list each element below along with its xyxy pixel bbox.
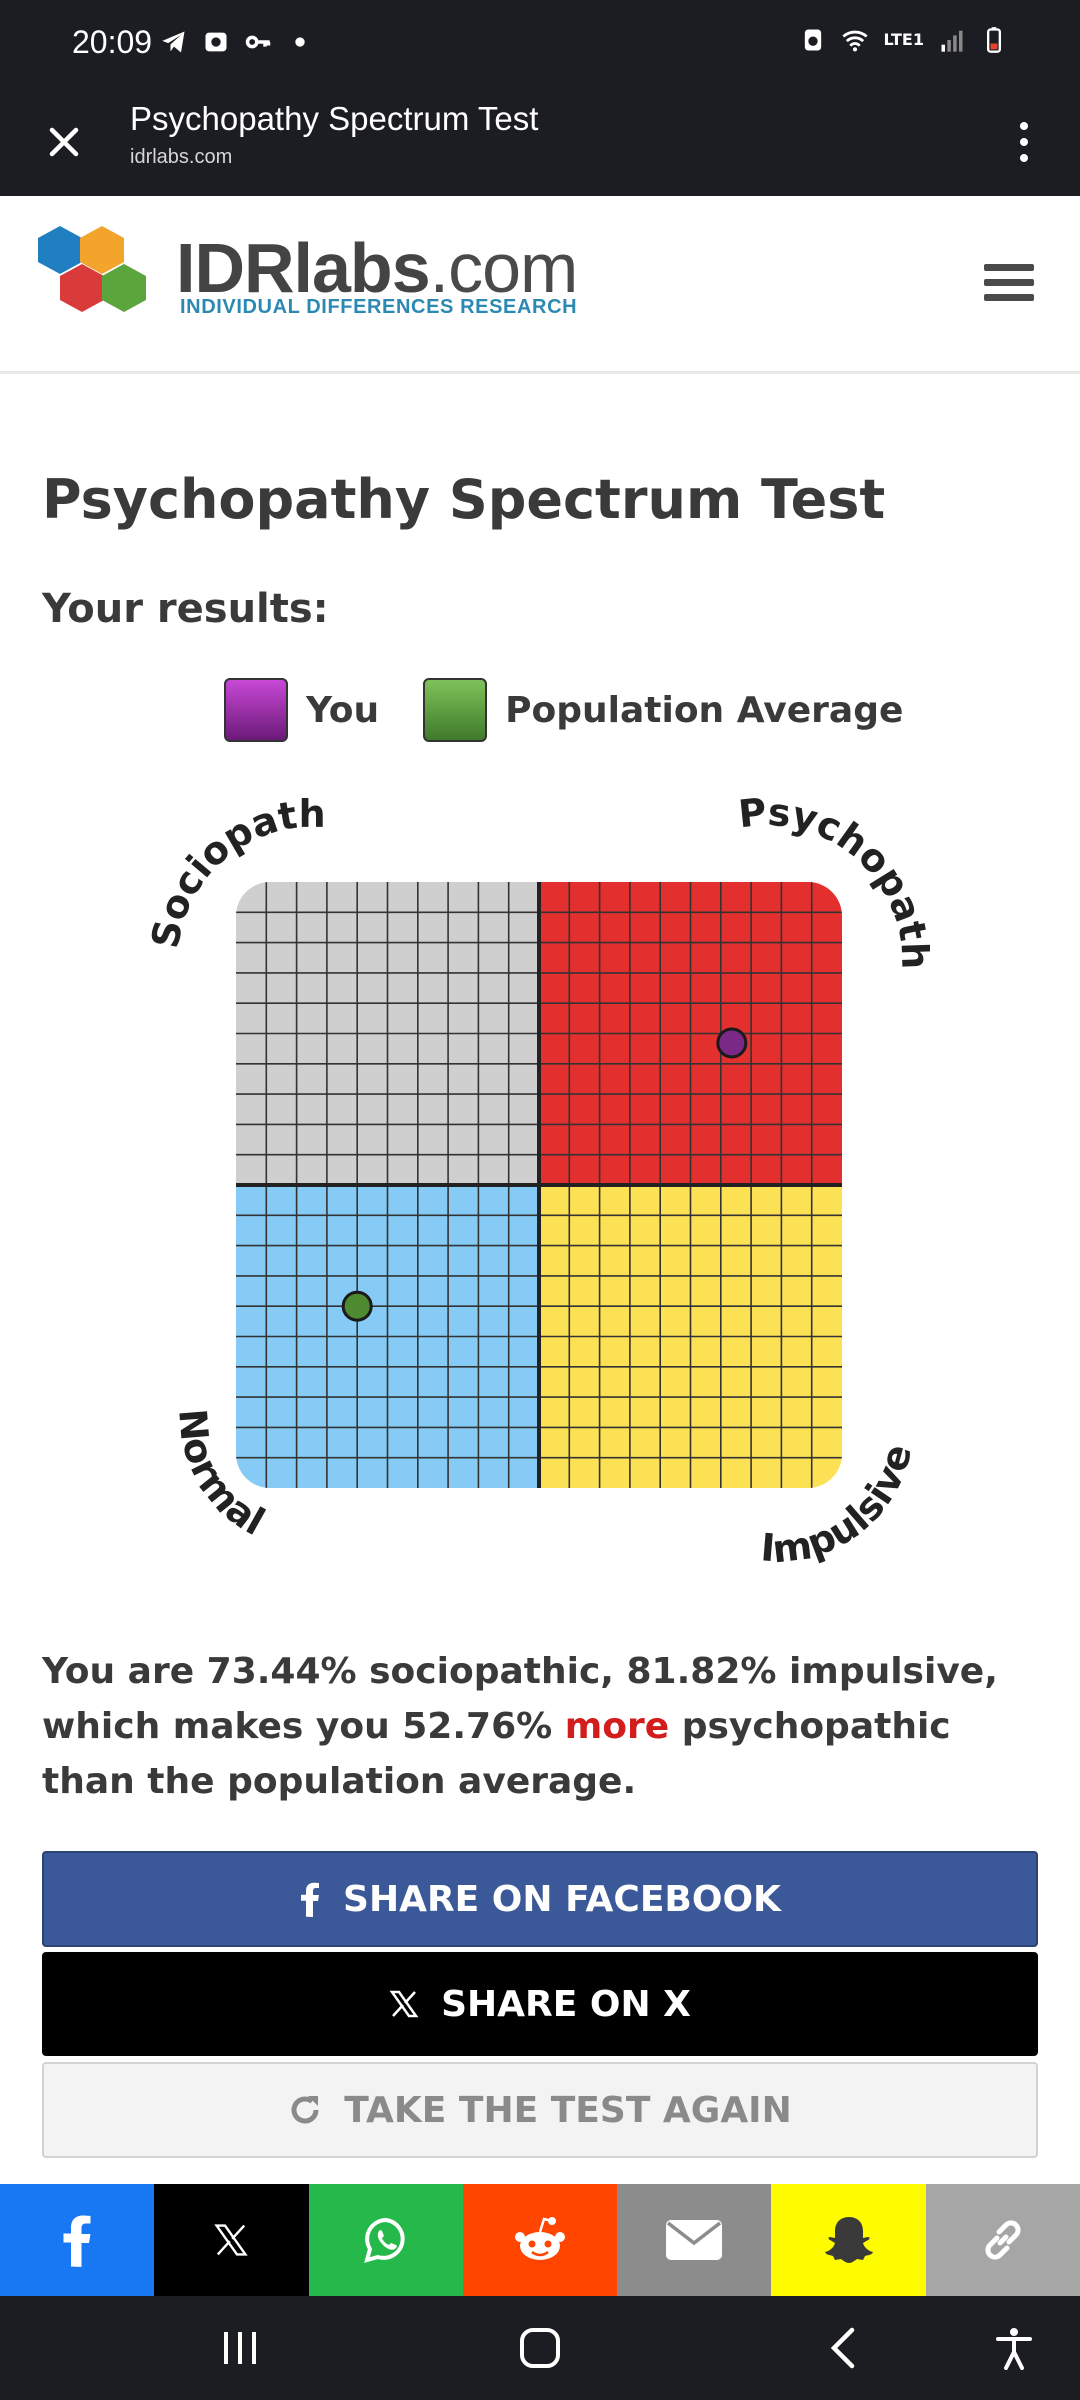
spectrum-chart: Sociopath Psychopath Normal Impulsive — [143, 790, 937, 1580]
link-icon — [985, 2220, 1021, 2260]
share-x-label: SHARE ON X — [441, 1983, 691, 2025]
dot-icon — [295, 37, 305, 47]
chart-legend: You Population Average — [224, 678, 903, 742]
telegram-icon — [162, 31, 185, 53]
spectrum-chart-svg: Sociopath Psychopath Normal Impulsive — [143, 790, 937, 1572]
more-options-icon[interactable] — [1014, 118, 1034, 166]
reddit-icon — [514, 2217, 565, 2260]
home-icon[interactable] — [516, 2326, 564, 2370]
site-tagline: INDIVIDUAL DIFFERENCES RESEARCH — [180, 296, 578, 318]
brand-domain: .com — [429, 229, 579, 307]
accessibility-icon[interactable] — [990, 2326, 1038, 2370]
share-facebook-label: SHARE ON FACEBOOK — [343, 1878, 781, 1920]
site-brand[interactable]: IDRlabs.com — [176, 228, 579, 308]
refresh-icon — [291, 2096, 319, 2124]
facebook-icon — [63, 2215, 91, 2267]
sharebar-whatsapp-button[interactable] — [308, 2184, 463, 2296]
share-bar — [0, 2184, 1080, 2296]
chart-points — [341, 1027, 748, 1322]
browser-toolbar: Psychopathy Spectrum Test idrlabs.com — [0, 88, 1080, 196]
legend-population-label: Population Average — [505, 689, 904, 731]
snapchat-icon — [824, 2217, 873, 2263]
sharebar-reddit-button[interactable] — [462, 2184, 618, 2296]
sharebar-x-button[interactable] — [154, 2184, 309, 2296]
sharebar-email-button[interactable] — [617, 2184, 772, 2296]
battery-icon — [987, 27, 1001, 53]
camera-icon — [205, 32, 227, 52]
recent-apps-icon[interactable] — [216, 2326, 264, 2370]
result-summary: You are 73.44% sociopathic, 81.82% impul… — [42, 1644, 1042, 1809]
whatsapp-icon — [363, 2217, 405, 2263]
status-right-icons: LTE1 — [799, 26, 1008, 54]
page-title: Psychopathy Spectrum Test — [42, 468, 886, 531]
wifi-icon — [842, 30, 869, 52]
signal-icon — [941, 30, 963, 52]
network-type: LTE1 — [883, 30, 924, 49]
idrlabs-logo-icon[interactable] — [30, 224, 170, 334]
summary-part2: psychopathic than the population average… — [42, 1706, 951, 1802]
facebook-icon — [301, 1882, 320, 1917]
point-population-average — [341, 1290, 373, 1322]
status-bar: 20:09 LTE1 — [0, 0, 1080, 88]
status-left-icons — [160, 28, 314, 56]
results-label: Your results: — [42, 586, 329, 632]
legend-you-swatch — [224, 678, 288, 742]
email-icon — [666, 2220, 723, 2260]
browser-title: Psychopathy Spectrum Test — [130, 100, 539, 137]
alarm-icon — [805, 29, 822, 51]
key-icon — [245, 35, 271, 49]
summary-part1: You are 73.44% sociopathic, 81.82% impul… — [42, 1651, 998, 1747]
sharebar-snapchat-button[interactable] — [771, 2184, 926, 2296]
x-icon — [389, 1990, 419, 2018]
take-test-again-button[interactable]: TAKE THE TEST AGAIN — [42, 2062, 1038, 2158]
point-you — [716, 1027, 748, 1059]
hamburger-menu-icon[interactable] — [984, 264, 1034, 306]
back-icon[interactable] — [820, 2326, 868, 2370]
summary-highlight: more — [564, 1706, 670, 1747]
x-icon — [214, 2224, 249, 2256]
browser-url: idrlabs.com — [130, 146, 233, 168]
status-time: 20:09 — [72, 24, 153, 60]
legend-population-swatch — [423, 678, 488, 742]
legend-you-label: You — [306, 689, 380, 731]
brand-name: IDRlabs — [176, 229, 431, 307]
share-x-button[interactable]: SHARE ON X — [42, 1952, 1038, 2056]
site-header: IDRlabs.com INDIVIDUAL DIFFERENCES RESEA… — [0, 196, 1080, 374]
system-navigation-bar — [0, 2296, 1080, 2400]
sharebar-facebook-button[interactable] — [0, 2184, 155, 2296]
take-test-again-label: TAKE THE TEST AGAIN — [344, 2089, 792, 2131]
share-facebook-button[interactable]: SHARE ON FACEBOOK — [42, 1851, 1038, 1947]
close-icon[interactable] — [36, 114, 92, 170]
sharebar-copy-link-button[interactable] — [925, 2184, 1080, 2296]
